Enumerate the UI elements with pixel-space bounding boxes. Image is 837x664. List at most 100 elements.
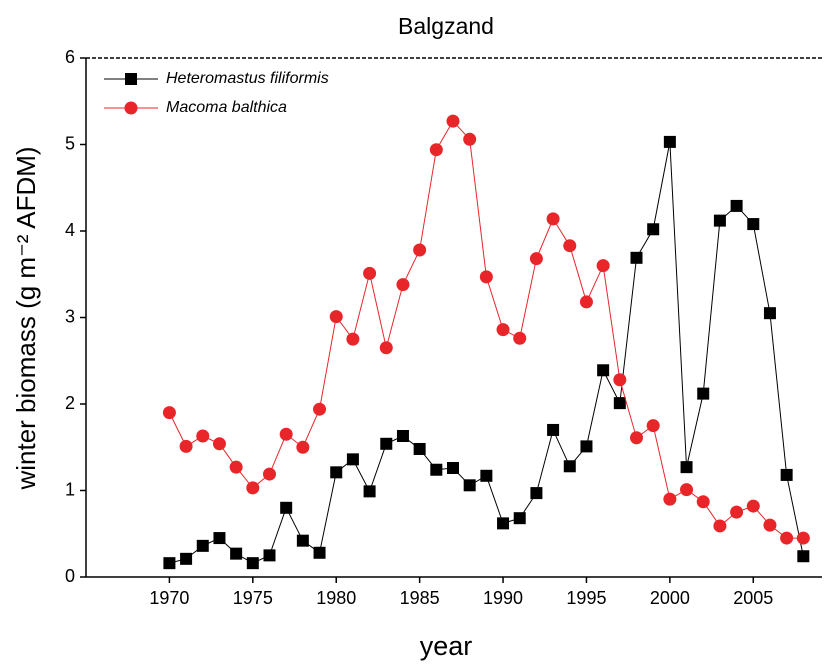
marker [513, 512, 526, 525]
marker [229, 460, 243, 474]
x-tick-label: 2000 [650, 588, 690, 608]
marker [125, 73, 137, 85]
marker [329, 310, 343, 324]
marker [797, 550, 810, 563]
marker [497, 517, 510, 530]
x-tick-label: 1980 [316, 588, 356, 608]
marker [313, 546, 326, 559]
marker [124, 101, 138, 115]
marker [463, 479, 476, 492]
marker [296, 440, 310, 454]
marker [547, 423, 560, 436]
marker [663, 135, 676, 148]
marker [713, 214, 726, 227]
marker [363, 266, 377, 280]
y-tick-label: 6 [65, 47, 75, 67]
marker [513, 331, 527, 345]
marker [696, 495, 710, 509]
marker [780, 531, 794, 545]
marker [162, 406, 176, 420]
marker [446, 114, 460, 128]
marker [730, 199, 743, 212]
marker [747, 218, 760, 231]
marker [263, 549, 276, 562]
marker [563, 239, 577, 253]
marker [680, 483, 694, 497]
marker [313, 402, 327, 416]
marker [330, 466, 343, 479]
marker [796, 531, 810, 545]
marker [296, 534, 309, 547]
marker [647, 223, 660, 236]
marker [196, 429, 210, 443]
marker [580, 440, 593, 453]
marker [730, 505, 744, 519]
x-axis-title: year [420, 631, 473, 661]
y-tick-label: 0 [65, 566, 75, 586]
marker [630, 431, 643, 445]
marker [563, 460, 576, 473]
marker [613, 397, 626, 410]
marker [646, 419, 660, 433]
marker [613, 373, 627, 387]
marker [430, 463, 443, 476]
marker [279, 427, 293, 441]
marker [396, 430, 409, 443]
y-tick-label: 5 [65, 133, 75, 153]
marker [213, 532, 226, 545]
marker [763, 307, 776, 320]
x-tick-label: 1970 [149, 588, 189, 608]
legend-label: Macoma balthica [166, 99, 287, 116]
marker [429, 143, 443, 157]
marker [713, 519, 727, 533]
y-axis-title: winter biomass (g m⁻² AFDM) [11, 146, 41, 490]
x-tick-label: 2005 [733, 588, 773, 608]
marker [763, 518, 777, 532]
marker [447, 462, 459, 475]
marker [529, 252, 543, 266]
marker [180, 552, 193, 565]
chart-title: Balgzand [398, 13, 494, 39]
marker [196, 539, 209, 552]
marker [480, 469, 493, 482]
marker [163, 557, 176, 570]
y-tick-label: 4 [65, 220, 75, 240]
marker [380, 437, 393, 450]
x-tick-label: 1975 [233, 588, 273, 608]
legend-label: Heteromastus filiformis [166, 70, 329, 87]
marker [230, 547, 243, 560]
x-tick-label: 1985 [400, 588, 440, 608]
marker [479, 270, 493, 284]
marker [413, 442, 426, 455]
marker [596, 259, 610, 273]
y-tick-label: 1 [65, 479, 75, 499]
y-tick-label: 3 [65, 306, 75, 326]
marker [346, 453, 359, 466]
marker [630, 251, 643, 264]
marker [212, 437, 226, 451]
marker [780, 468, 793, 481]
marker [546, 212, 560, 226]
marker [246, 481, 260, 495]
y-tick-label: 2 [65, 393, 75, 413]
marker [346, 332, 360, 346]
marker [697, 387, 710, 400]
marker [597, 364, 610, 377]
marker [396, 278, 410, 292]
marker [680, 461, 693, 474]
marker [746, 499, 760, 513]
marker [463, 132, 477, 146]
marker [280, 501, 293, 514]
marker [263, 467, 276, 481]
marker [663, 492, 677, 506]
marker [579, 295, 593, 309]
marker [413, 243, 427, 257]
marker [379, 341, 393, 355]
marker [179, 439, 193, 453]
marker [496, 323, 510, 337]
marker [530, 487, 543, 500]
marker [246, 557, 259, 570]
x-tick-label: 1990 [483, 588, 523, 608]
x-tick-label: 1995 [566, 588, 606, 608]
